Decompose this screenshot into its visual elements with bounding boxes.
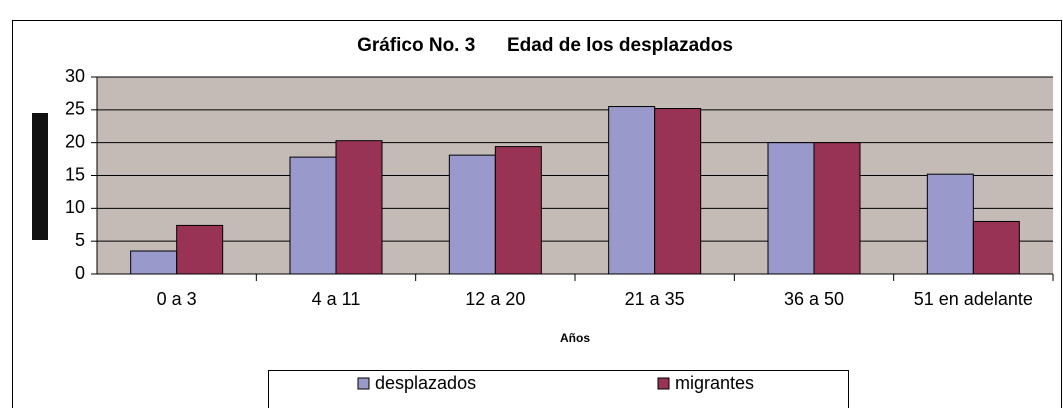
x-tick-label: 51 en adelante xyxy=(914,289,1033,309)
x-axis-label: Años xyxy=(560,331,590,345)
y-tick-label: 10 xyxy=(65,197,85,217)
y-tick-label: 20 xyxy=(65,131,85,151)
bar xyxy=(448,154,496,275)
y-tick-label: 30 xyxy=(65,66,85,86)
legend-label: desplazados xyxy=(375,373,476,393)
x-tick-label: 21 a 35 xyxy=(625,289,685,309)
chart-title: Gráfico No. 3 Edad de los desplazados xyxy=(357,35,733,56)
x-tick-label: 4 a 11 xyxy=(312,289,361,309)
y-tick-label: 15 xyxy=(65,164,85,184)
y-tick-label: 0 xyxy=(75,263,85,283)
y-tick-label: 25 xyxy=(65,99,85,119)
bar xyxy=(289,156,337,275)
bar xyxy=(130,250,178,275)
bar xyxy=(654,108,702,275)
bar xyxy=(176,224,224,275)
y-tick-label: 5 xyxy=(75,230,85,250)
bar xyxy=(813,142,861,275)
y-axis-label-box xyxy=(32,113,48,240)
bar xyxy=(767,142,815,275)
bar xyxy=(972,220,1020,275)
bar xyxy=(926,173,974,275)
legend-swatch xyxy=(657,377,670,390)
legend-label: migrantes xyxy=(675,373,754,393)
x-tick-label: 36 a 50 xyxy=(784,289,844,309)
x-tick-label: 12 a 20 xyxy=(465,289,525,309)
legend-swatch xyxy=(357,377,370,390)
x-tick-label: 0 a 3 xyxy=(157,289,197,309)
bar xyxy=(608,106,656,275)
legend-box xyxy=(268,370,849,408)
bar xyxy=(494,146,542,275)
bar xyxy=(335,140,383,275)
